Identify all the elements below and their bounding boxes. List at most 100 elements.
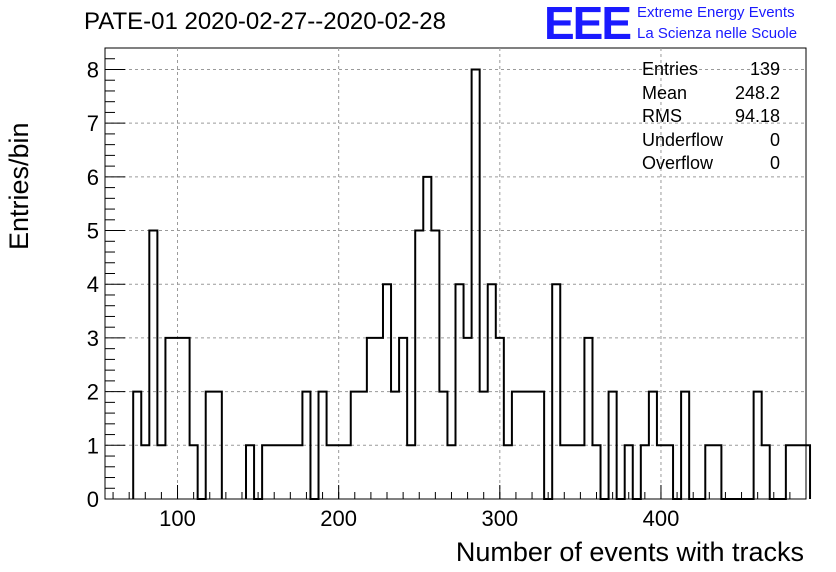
histogram-bin [536,392,544,499]
histogram-bin [456,284,464,499]
histogram-bin [584,338,592,499]
stat-value: 0 [769,129,780,150]
histogram-bin [327,445,335,499]
y-tick-label: 6 [87,165,99,190]
histogram-bin [552,284,560,499]
eee-logo: EEE Extreme Energy Events La Scienza nel… [544,0,834,49]
stat-label: RMS [642,106,682,126]
histogram-bin [568,445,576,499]
y-tick-label: 8 [87,57,99,82]
stat-label: Overflow [642,153,714,173]
stat-row-overflow: Overflow 0 [642,152,780,176]
histogram-bin [496,338,504,499]
histogram-bin [649,392,657,499]
histogram-bin [657,445,665,499]
histogram-bin [488,284,496,499]
histogram-bin [447,445,455,499]
x-tick-label: 200 [320,506,357,531]
histogram-bin [262,445,270,499]
histogram-bin [592,445,600,499]
histogram-bin [335,445,343,499]
histogram-bin [415,231,423,499]
histogram-bin [133,392,141,499]
histogram-bin [713,445,721,499]
stat-row-entries: Entries 139 [642,58,780,82]
histogram-bin [278,445,286,499]
histogram-outline [132,68,812,500]
y-axis-label: Entries/bin [4,122,34,250]
y-tick-label: 7 [87,111,99,136]
histogram-bin [343,445,351,499]
histogram-bin [391,392,399,499]
histogram-bin [609,392,617,499]
stat-label: Mean [642,82,688,103]
histogram-bin [560,445,568,499]
y-tick-label: 1 [87,433,99,458]
stat-value: 0 [769,153,780,173]
histogram-bin [705,445,713,499]
histogram-bin [423,177,431,499]
histogram-bin [206,392,214,499]
histogram-bin [173,338,181,499]
stat-value: 139 [749,59,780,79]
histogram-bin [286,445,294,499]
histogram-bin [399,338,407,499]
y-tick-label: 0 [87,487,99,512]
histogram-bin [319,392,327,499]
histogram-bin [794,445,802,499]
axis-ticks [105,58,807,500]
histogram-bin [214,392,222,499]
histogram-bin [407,445,415,499]
stat-value: 94.18 [734,106,780,126]
histogram-bin [439,392,447,499]
histogram-bin [165,338,173,499]
chart-title: PATE-01 2020-02-27--2020-02-28 [84,8,446,35]
logo-line-2: La Scienza nelle Scuole [637,25,798,42]
histogram-bin [190,445,198,499]
histogram-bin [641,445,649,499]
histogram-bin [504,445,512,499]
x-axis-label: Number of events with tracks [455,537,804,567]
histogram-bin [383,284,391,499]
tick-labels: 100 200 300 400 0 1 2 3 4 5 6 7 8 [87,57,680,531]
y-tick-label: 3 [87,326,99,351]
eee-logo-mark: EEE [544,0,632,49]
histogram-bin [302,392,310,499]
histogram-bin [149,231,157,499]
histogram-bin [464,338,472,499]
histogram-bin [512,392,520,499]
histogram-bin [182,338,190,499]
stats-box: Entries 139 Mean 248.2 RMS 94.18 Underfl… [642,58,780,176]
histogram-bin [246,445,254,499]
histogram-bin [625,445,633,499]
histogram-bin [786,445,794,499]
histogram-bin [754,392,762,499]
histogram-bin [480,392,488,499]
histogram-bin [681,392,689,499]
histogram-bin [375,338,383,499]
logo-line-1: Extreme Energy Events [637,4,795,21]
y-tick-label: 4 [87,272,99,297]
histogram-bin [367,338,375,499]
histogram-bin [802,445,810,499]
histogram-bin [528,392,536,499]
histogram-bin [472,69,480,499]
histogram-bin [665,445,673,499]
stat-label: Underflow [642,129,724,150]
stat-row-underflow: Underflow 0 [642,129,780,153]
stat-row-rms: RMS 94.18 [642,105,780,129]
histogram-bin [157,445,165,499]
y-tick-label: 5 [87,219,99,244]
histogram-bin [294,445,302,499]
x-tick-label: 400 [643,506,680,531]
histogram-bin [351,392,359,499]
x-tick-label: 100 [159,506,196,531]
y-tick-label: 2 [87,380,99,405]
x-tick-label: 300 [481,506,518,531]
histogram-bin [141,445,149,499]
stat-row-mean: Mean 248.2 [642,82,780,106]
histogram-bin [520,392,528,499]
histogram-bin [270,445,278,499]
stat-label: Entries [642,59,699,79]
